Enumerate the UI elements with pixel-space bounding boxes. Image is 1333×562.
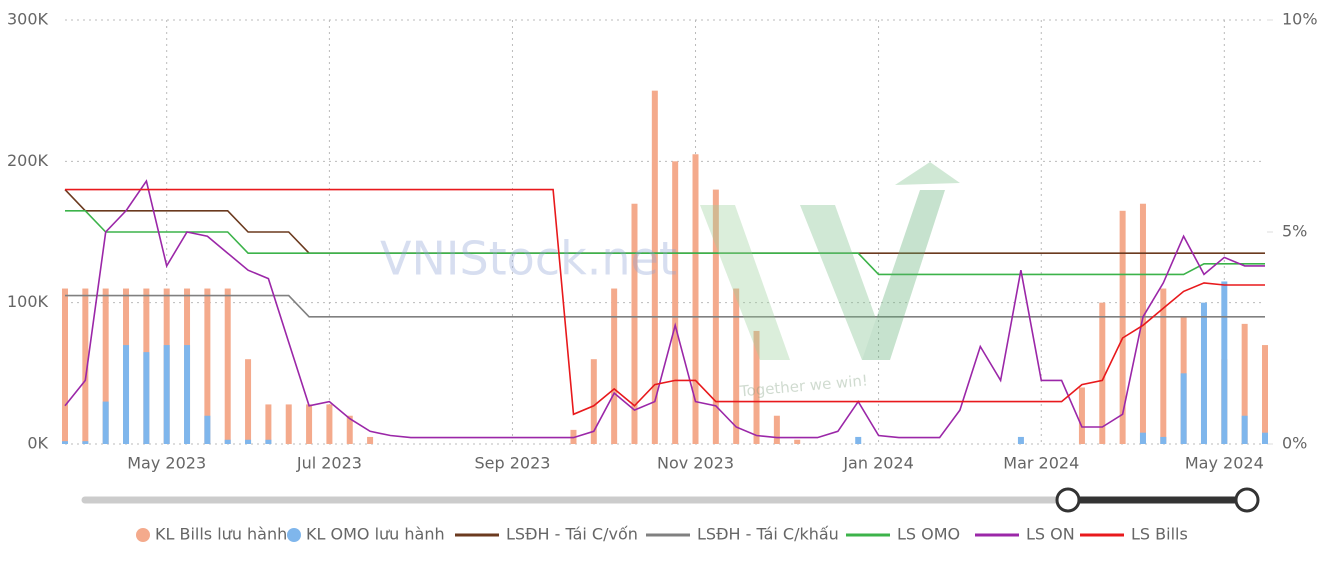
bar <box>62 441 68 444</box>
slider-handle[interactable] <box>1234 487 1260 513</box>
bar <box>326 404 333 444</box>
bar <box>265 439 272 444</box>
bar <box>590 359 597 444</box>
bar <box>1160 288 1167 444</box>
bar <box>1200 302 1207 444</box>
bar <box>346 415 353 444</box>
bar <box>1119 210 1126 444</box>
legend-swatch <box>287 528 301 542</box>
bar <box>1221 281 1228 444</box>
logo-shape <box>800 205 880 360</box>
bar <box>82 288 89 444</box>
bar <box>1241 415 1248 444</box>
bar <box>1139 203 1146 444</box>
watermark: VNIStock.net Together we win! <box>380 162 960 401</box>
bar <box>1099 302 1106 444</box>
bar <box>1139 432 1146 444</box>
y-tick-label: 200K <box>7 151 49 170</box>
bar <box>123 345 130 444</box>
y2-tick-label: 5% <box>1282 222 1307 241</box>
bar <box>1078 387 1085 444</box>
bar <box>1017 436 1024 444</box>
bar <box>224 288 231 444</box>
bar <box>611 288 618 444</box>
x-tick-label: Nov 2023 <box>657 454 734 473</box>
y2-tick-label: 0% <box>1282 434 1307 453</box>
x-tick-label: Jul 2023 <box>296 454 362 473</box>
bar <box>204 288 211 444</box>
bar <box>306 404 313 444</box>
legend-label: LS ON <box>1026 525 1075 544</box>
bar <box>1262 432 1268 444</box>
legend-swatch <box>136 528 150 542</box>
bar <box>245 359 252 444</box>
watermark-text: VNIStock.net <box>380 232 677 286</box>
logo-shape <box>862 190 945 360</box>
bar <box>631 203 638 444</box>
legend-label: LSĐH - Tái C/vốn <box>506 525 638 544</box>
line <box>65 188 1265 416</box>
bar <box>245 439 252 444</box>
bar <box>163 345 170 444</box>
x-tick-label: Jan 2024 <box>842 454 913 473</box>
legend-label: KL OMO lưu hành <box>306 525 445 544</box>
bar <box>651 90 658 445</box>
bar <box>794 439 801 444</box>
legend-label: KL Bills lưu hành <box>155 525 287 544</box>
x-tick-label: Sep 2023 <box>474 454 550 473</box>
bar <box>692 154 699 444</box>
bar <box>82 441 89 444</box>
bar <box>672 161 679 445</box>
y-tick-label: 0K <box>27 434 48 453</box>
bar <box>1241 323 1248 444</box>
slider-handle[interactable] <box>1055 487 1081 513</box>
bar <box>102 401 109 444</box>
bar <box>367 436 374 444</box>
bar <box>143 352 150 444</box>
x-tick-label: Mar 2024 <box>1003 454 1079 473</box>
logo-shape <box>895 162 960 185</box>
x-tick-label: May 2024 <box>1185 454 1264 473</box>
bar <box>1262 345 1268 444</box>
bar <box>62 288 68 444</box>
bar <box>1160 436 1167 444</box>
line <box>65 210 1265 276</box>
legend-label: LSĐH - Tái C/khấu <box>697 525 839 544</box>
bar <box>773 415 780 444</box>
line <box>64 179 1265 439</box>
bar <box>184 345 191 444</box>
bar <box>855 436 862 444</box>
bar <box>1180 373 1187 444</box>
bar <box>102 288 109 444</box>
legend-label: LS Bills <box>1131 525 1188 544</box>
bar <box>733 288 740 444</box>
bar <box>204 415 211 444</box>
bar <box>753 330 760 444</box>
slider[interactable] <box>81 487 1260 513</box>
x-tick-label: May 2023 <box>127 454 206 473</box>
y-tick-label: 100K <box>7 292 49 311</box>
line <box>65 294 1265 318</box>
bar <box>224 439 231 444</box>
legend-label: LS OMO <box>897 525 960 544</box>
logo-shape <box>700 205 790 360</box>
y-tick-label: 300K <box>7 10 49 29</box>
y2-tick-label: 10% <box>1282 10 1318 29</box>
bar <box>265 404 272 444</box>
bar <box>285 404 292 444</box>
